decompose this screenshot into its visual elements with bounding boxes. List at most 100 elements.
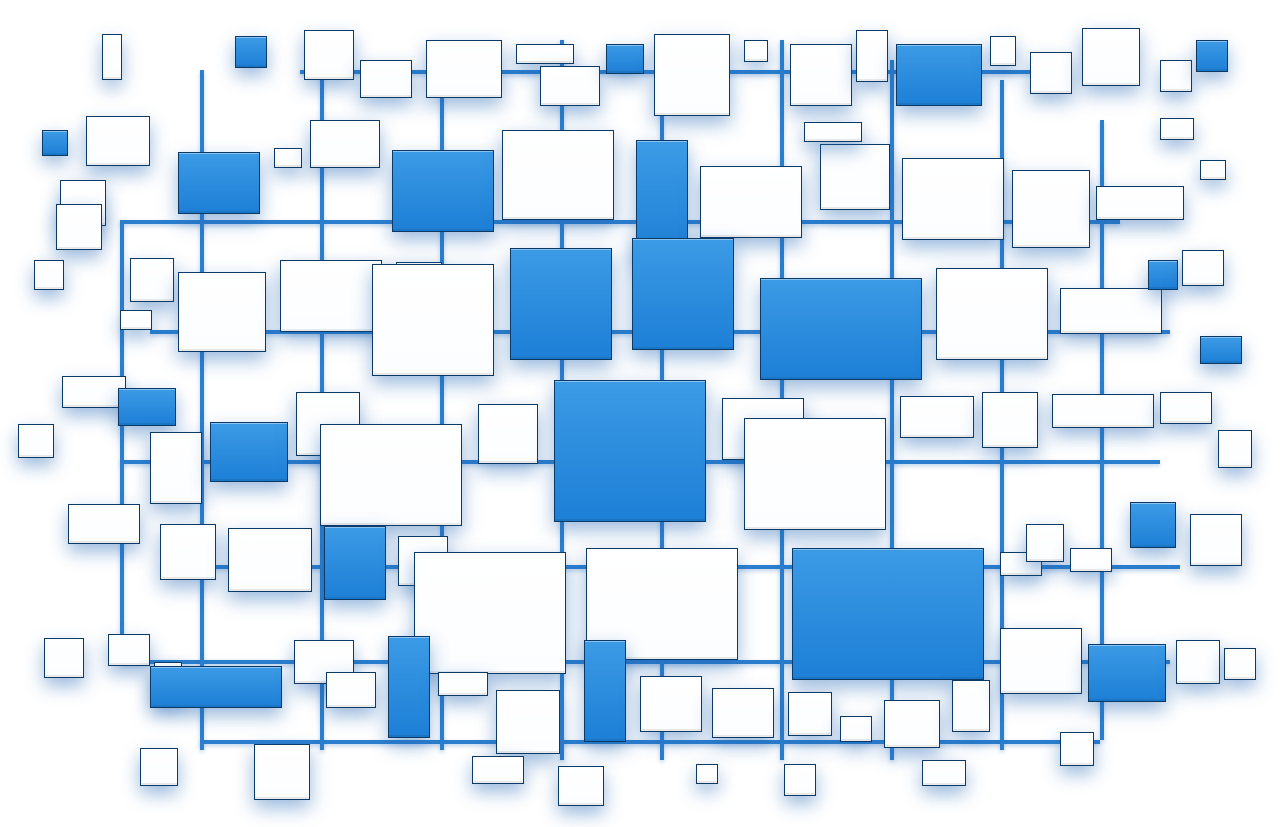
node-99 xyxy=(1224,648,1256,680)
node-83 xyxy=(150,666,282,708)
node-0 xyxy=(102,34,122,80)
node-98 xyxy=(1176,640,1220,684)
node-50 xyxy=(1200,336,1242,364)
node-57 xyxy=(320,424,462,526)
node-6 xyxy=(540,66,600,106)
node-18 xyxy=(42,130,68,156)
node-29 xyxy=(902,158,1004,240)
node-74 xyxy=(792,548,984,680)
node-53 xyxy=(118,388,176,426)
node-7 xyxy=(606,44,644,74)
node-76 xyxy=(1026,524,1064,562)
node-85 xyxy=(326,672,376,708)
node-58 xyxy=(478,404,538,464)
node-101 xyxy=(254,744,310,800)
node-46 xyxy=(936,268,1048,360)
node-30 xyxy=(1012,170,1090,248)
node-3 xyxy=(360,60,412,98)
node-77 xyxy=(1070,548,1112,572)
node-88 xyxy=(496,690,560,754)
node-70 xyxy=(324,526,386,600)
node-64 xyxy=(1052,394,1154,428)
node-44 xyxy=(632,238,734,350)
node-100 xyxy=(140,748,178,786)
node-13 xyxy=(990,36,1016,66)
node-61 xyxy=(744,418,886,530)
node-97 xyxy=(1088,644,1166,702)
node-80 xyxy=(44,638,84,678)
node-90 xyxy=(640,676,702,732)
node-24 xyxy=(502,130,614,220)
node-95 xyxy=(952,680,990,732)
edge-6 xyxy=(200,740,1100,744)
node-28 xyxy=(804,122,862,142)
node-22 xyxy=(310,120,380,168)
node-4 xyxy=(426,40,502,98)
node-63 xyxy=(982,392,1038,448)
node-49 xyxy=(1182,250,1224,286)
node-36 xyxy=(34,260,64,290)
node-14 xyxy=(1030,52,1072,94)
node-72 xyxy=(414,552,566,674)
node-45 xyxy=(760,278,922,380)
node-43 xyxy=(510,248,612,360)
node-79 xyxy=(1190,514,1242,566)
node-68 xyxy=(160,524,216,580)
node-37 xyxy=(130,258,174,302)
node-87 xyxy=(438,672,488,696)
node-19 xyxy=(86,116,150,166)
node-91 xyxy=(712,688,774,738)
node-38 xyxy=(178,272,266,352)
network-diagram xyxy=(0,0,1280,827)
node-78 xyxy=(1130,502,1176,548)
node-31 xyxy=(1096,186,1184,220)
node-96 xyxy=(1000,628,1082,694)
node-35 xyxy=(56,204,102,250)
node-62 xyxy=(900,396,974,438)
node-32 xyxy=(1160,118,1194,140)
node-102 xyxy=(472,756,524,784)
node-59 xyxy=(554,380,706,522)
node-26 xyxy=(700,166,802,238)
node-69 xyxy=(228,528,312,592)
node-8 xyxy=(654,34,730,116)
node-16 xyxy=(1160,60,1192,92)
node-52 xyxy=(18,424,54,458)
node-47 xyxy=(1060,288,1162,334)
node-42 xyxy=(372,264,494,376)
node-23 xyxy=(392,150,494,232)
node-89 xyxy=(584,640,626,742)
node-27 xyxy=(820,144,890,210)
node-10 xyxy=(790,44,852,106)
node-39 xyxy=(120,310,152,330)
node-65 xyxy=(1160,392,1212,424)
node-86 xyxy=(388,636,430,738)
node-21 xyxy=(274,148,302,168)
node-66 xyxy=(1218,430,1252,468)
node-93 xyxy=(840,716,872,742)
node-55 xyxy=(210,422,288,482)
node-106 xyxy=(922,760,966,786)
node-2 xyxy=(304,30,354,80)
node-94 xyxy=(884,700,940,748)
node-12 xyxy=(896,44,982,106)
node-20 xyxy=(178,152,260,214)
node-1 xyxy=(235,36,267,68)
node-54 xyxy=(150,432,202,504)
node-17 xyxy=(1196,40,1228,72)
node-67 xyxy=(68,504,140,544)
node-81 xyxy=(108,634,150,666)
node-5 xyxy=(516,44,574,64)
node-104 xyxy=(696,764,718,784)
node-103 xyxy=(558,766,604,806)
node-107 xyxy=(1060,732,1094,766)
node-51 xyxy=(62,376,126,408)
node-11 xyxy=(856,30,888,82)
node-33 xyxy=(1200,160,1226,180)
node-105 xyxy=(784,764,816,796)
node-15 xyxy=(1082,28,1140,86)
edge-16 xyxy=(120,220,124,660)
node-9 xyxy=(744,40,768,62)
node-92 xyxy=(788,692,832,736)
node-40 xyxy=(280,260,382,332)
